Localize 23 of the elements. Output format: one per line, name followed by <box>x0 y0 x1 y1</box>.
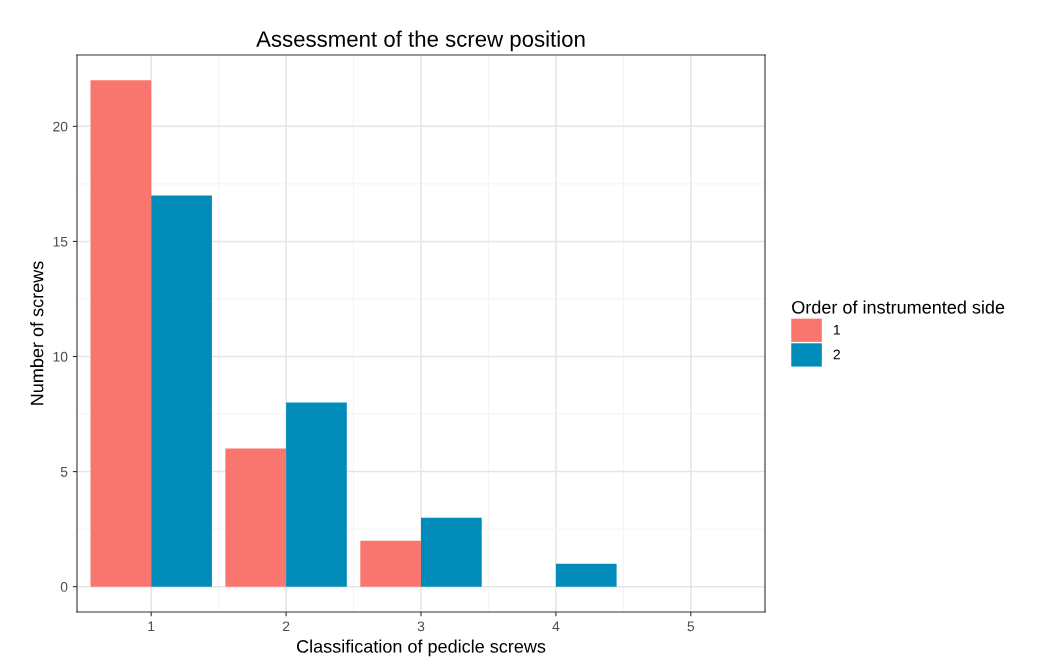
legend-title: Order of instrumented side <box>792 300 1005 314</box>
x-tick-label: 2 <box>282 621 290 632</box>
y-tick-label: 20 <box>53 121 68 132</box>
bar <box>286 402 347 587</box>
bar <box>555 563 617 587</box>
bar <box>90 80 152 587</box>
y-axis-title: Number of screws <box>30 261 44 405</box>
bar <box>360 540 421 587</box>
x-axis-title: Classification of pedicle screws <box>296 639 546 657</box>
bar <box>151 195 212 587</box>
x-tick-label: 4 <box>552 621 560 632</box>
bar <box>225 448 287 587</box>
y-tick-label: 15 <box>53 236 68 247</box>
legend-label: 2 <box>833 349 840 360</box>
bar <box>421 517 482 587</box>
x-tick-label: 3 <box>417 621 425 632</box>
legend-label: 1 <box>833 325 840 335</box>
y-tick-label: 0 <box>60 582 68 592</box>
y-tick-label: 5 <box>60 467 68 477</box>
x-tick-label: 1 <box>148 621 155 632</box>
y-tick-label: 10 <box>53 351 68 362</box>
chart-title: Assessment of the screw position <box>256 30 585 52</box>
x-tick-label: 5 <box>687 621 695 632</box>
